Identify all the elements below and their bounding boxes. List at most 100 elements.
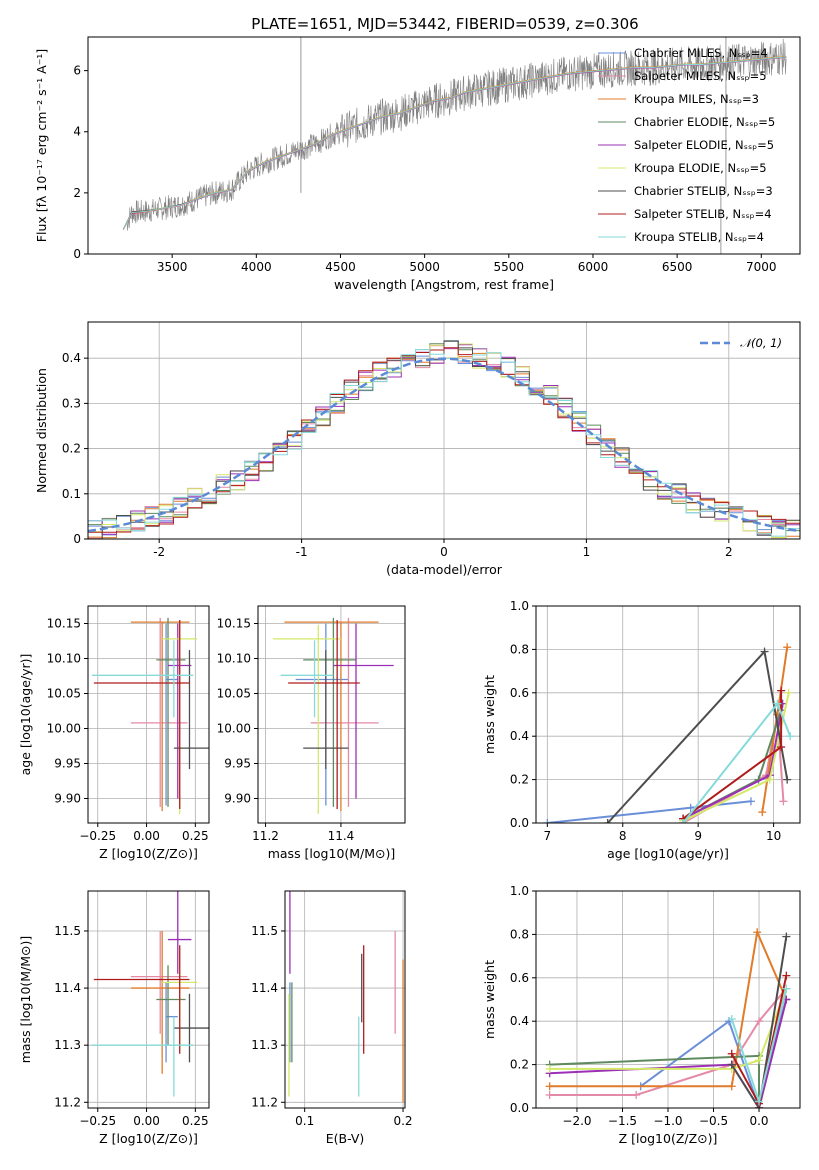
- error-bar-point: [168, 891, 192, 974]
- y-tick-label: 1.0: [510, 599, 529, 613]
- y-tick-label: 6: [73, 64, 81, 78]
- plot-area: [122, 37, 787, 254]
- plot-area: [545, 928, 791, 1108]
- plot-area: [91, 891, 209, 1097]
- x-tick-label: 0.25: [182, 1114, 209, 1128]
- y-tick-label: 11.4: [251, 981, 278, 995]
- weight-marker: [783, 775, 792, 784]
- histogram-step: [88, 347, 800, 533]
- weight-marker: [753, 928, 762, 937]
- spectrum-panel: 3500 4000 4500 5000 5500 6000 6500 7000 0 2 4 6 wave…: [34, 36, 801, 292]
- x-tick-label: 11.2: [252, 829, 279, 843]
- x-tick-label: -2: [153, 545, 165, 559]
- weight-marker: [779, 797, 788, 806]
- y-tick-label: 11.5: [54, 924, 81, 938]
- y-tick-label: 0.2: [62, 442, 81, 456]
- plot-area: [88, 340, 800, 539]
- y-tick-label: 10.10: [47, 652, 81, 666]
- legend-entry: Salpeter STELIB, Nₛₛₚ=4: [634, 207, 772, 221]
- y-tick-label: 0.1: [62, 487, 81, 501]
- gridlines: [536, 890, 800, 1109]
- x-tick-label: 5000: [409, 260, 440, 274]
- x-tick-label: 6000: [578, 260, 609, 274]
- legend-entry: Salpeter ELODIE, Nₛₛₚ=5: [634, 138, 774, 152]
- weight-marker: [755, 1017, 764, 1026]
- error-bar-point: [288, 620, 360, 809]
- x-tick-label: 11.4: [328, 829, 355, 843]
- error-bar-point: [93, 620, 190, 809]
- x-tick-label: 10: [766, 829, 781, 843]
- y-tick-label: 9.95: [224, 757, 251, 771]
- weight-vs-metallicity-panel: −2.0 −1.5 −1.0 −0.5 0.0 0.0 0.2 0.4 0.6 0.8 1.0 Z […: [482, 884, 801, 1146]
- y-tick-label: 0: [73, 532, 81, 546]
- y-axis-label: age [log10(age/yr)]: [18, 654, 33, 776]
- x-tick-label: −1.0: [653, 1114, 682, 1128]
- observed-spectrum: [126, 38, 787, 231]
- y-tick-label: 0.0: [510, 816, 529, 830]
- x-tick-label: 0.25: [182, 829, 209, 843]
- error-bar-point: [303, 650, 349, 770]
- x-tick-label: 7000: [746, 260, 777, 274]
- y-tick-label: 0.8: [510, 642, 529, 656]
- weight-marker: [758, 808, 767, 817]
- model-series-line: [122, 56, 787, 230]
- x-tick-label: 0.1: [295, 1114, 314, 1128]
- weight-marker: [727, 1082, 736, 1091]
- error-bar-point: [91, 1016, 194, 1097]
- y-tick-label: 0.4: [510, 1014, 529, 1028]
- weight-marker: [760, 647, 769, 656]
- x-tick-label: 5500: [494, 260, 525, 274]
- y-tick-label: 0.0: [510, 1101, 529, 1115]
- x-axis-label: (data-model)/error: [386, 562, 503, 577]
- weight-marker: [632, 1090, 641, 1099]
- axes-frame: [535, 605, 801, 824]
- error-bar-point: [130, 617, 188, 807]
- y-axis-label: Normed distribution: [34, 368, 49, 493]
- y-tick-label: 0.2: [510, 1058, 529, 1072]
- error-bar-point: [156, 965, 186, 1046]
- x-axis-label: mass [log10(M/M⊙)]: [268, 846, 396, 861]
- residuals-panel: -2 -1 0 1 2 0 0.1 0.2 0.3 0.4 (data-model)/error No…: [34, 321, 801, 577]
- legend-entry: Chabrier ELODIE, Nₛₛₚ=5: [634, 115, 775, 129]
- weight-vs-age-panel: 7 8 9 10 0.0 0.2 0.4 0.6 0.8 1.0 age [log10(age/yr…: [482, 599, 801, 861]
- histogram-step: [88, 349, 800, 537]
- x-axis-label: wavelength [Angstrom, rest frame]: [334, 277, 554, 292]
- y-tick-label: 11.3: [54, 1038, 81, 1052]
- y-tick-label: 11.2: [54, 1095, 81, 1109]
- y-tick-label: 4: [73, 125, 81, 139]
- axes-frame: [284, 890, 406, 1109]
- weight-marker: [777, 686, 786, 695]
- weight-marker: [777, 743, 786, 752]
- x-tick-label: 0.2: [393, 1114, 412, 1128]
- histogram-step: [88, 340, 800, 539]
- legend: Chabrier MILES, Nₛₛₚ=4 Salpeter MILES, Nₛ…: [598, 46, 775, 244]
- y-tick-label: 0.6: [510, 686, 529, 700]
- x-tick-label: −2.0: [562, 1114, 591, 1128]
- x-axis-label: Z [log10(Z/Z⊙)]: [619, 1131, 718, 1146]
- x-tick-label: −0.25: [79, 1114, 116, 1128]
- y-tick-label: 0.4: [510, 729, 529, 743]
- weight-marker: [727, 1049, 736, 1058]
- x-tick-label: 8: [619, 829, 627, 843]
- y-tick-label: 9.95: [54, 757, 81, 771]
- y-axis-label: mass weight: [482, 675, 497, 754]
- x-tick-label: −0.25: [79, 829, 116, 843]
- x-axis-label: Z [log10(Z/Z⊙)]: [99, 1131, 198, 1146]
- figure-title: PLATE=1651, MJD=53442, FIBERID=0539, z=0…: [251, 15, 638, 33]
- legend-entry: Kroupa ELODIE, Nₛₛₚ=5: [634, 161, 767, 175]
- x-tick-label: 1: [583, 545, 591, 559]
- x-tick-label: 7: [543, 829, 551, 843]
- error-bar-point: [93, 945, 190, 1054]
- y-tick-label: 10.10: [217, 652, 251, 666]
- error-bar-point: [284, 621, 379, 812]
- gridlines: [88, 606, 209, 823]
- error-bar-point: [156, 617, 186, 807]
- x-tick-label: −1.5: [608, 1114, 637, 1128]
- age-vs-mass-panel: 11.2 11.4 9.90 9.95 10.00 10.05 10.10 10.15 mass…: [217, 605, 406, 861]
- axes-frame: [87, 890, 210, 1109]
- y-tick-label: 11.4: [54, 981, 81, 995]
- weight-marker: [545, 1090, 554, 1099]
- x-tick-label: −0.5: [699, 1114, 728, 1128]
- weight-marker: [782, 971, 791, 980]
- x-tick-label: 3500: [157, 260, 188, 274]
